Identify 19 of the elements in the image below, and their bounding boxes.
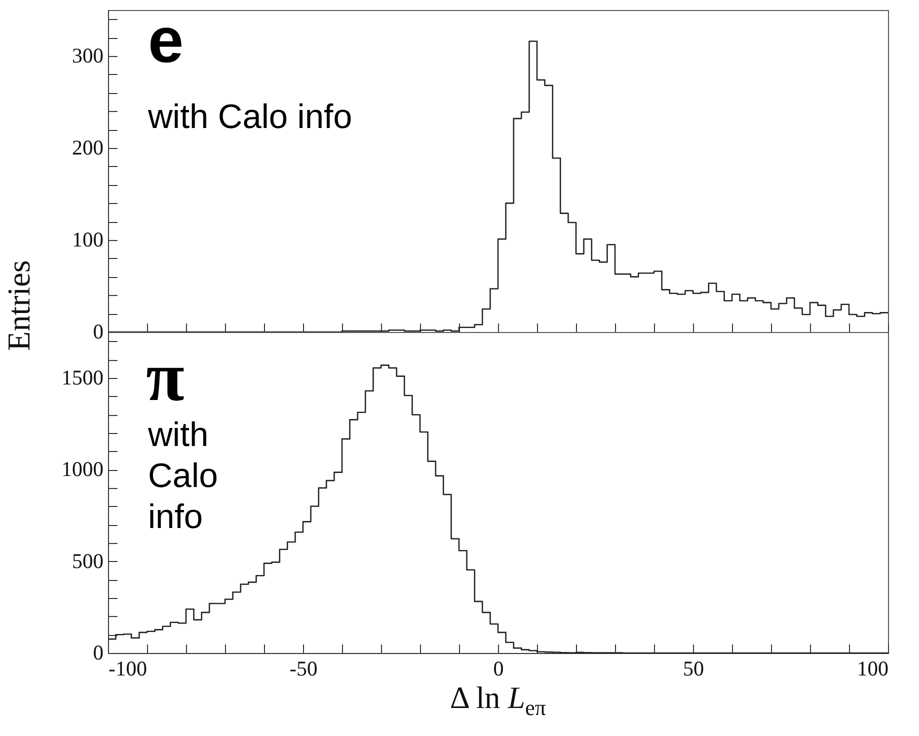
y-axis-title: Entries [0, 260, 36, 351]
y-tick-label: 200 [72, 136, 104, 160]
y-tick-label: 500 [72, 548, 104, 573]
x-axis-title: Δ ln L$_{eπ}$ [449, 680, 547, 722]
y-tick-label: 300 [72, 44, 104, 68]
x-tick-label: 50 [683, 656, 704, 680]
x-tick-label: 0 [493, 656, 504, 680]
y-tick-label: 0 [93, 320, 104, 344]
x-tick-label: 100 [857, 656, 888, 680]
x-tick-label: -100 [108, 656, 147, 680]
y-tick-label: 1000 [62, 457, 104, 482]
y-tick-label: 0 [93, 640, 104, 664]
annotation: e [148, 4, 184, 76]
annotation: π [146, 339, 184, 416]
y-tick-label: 1500 [62, 365, 104, 390]
y-tick-label: 100 [72, 228, 104, 252]
x-tick-label: -50 [290, 656, 318, 680]
annotation: with Calo info [147, 416, 218, 536]
annotation: with Calo info [147, 98, 352, 136]
